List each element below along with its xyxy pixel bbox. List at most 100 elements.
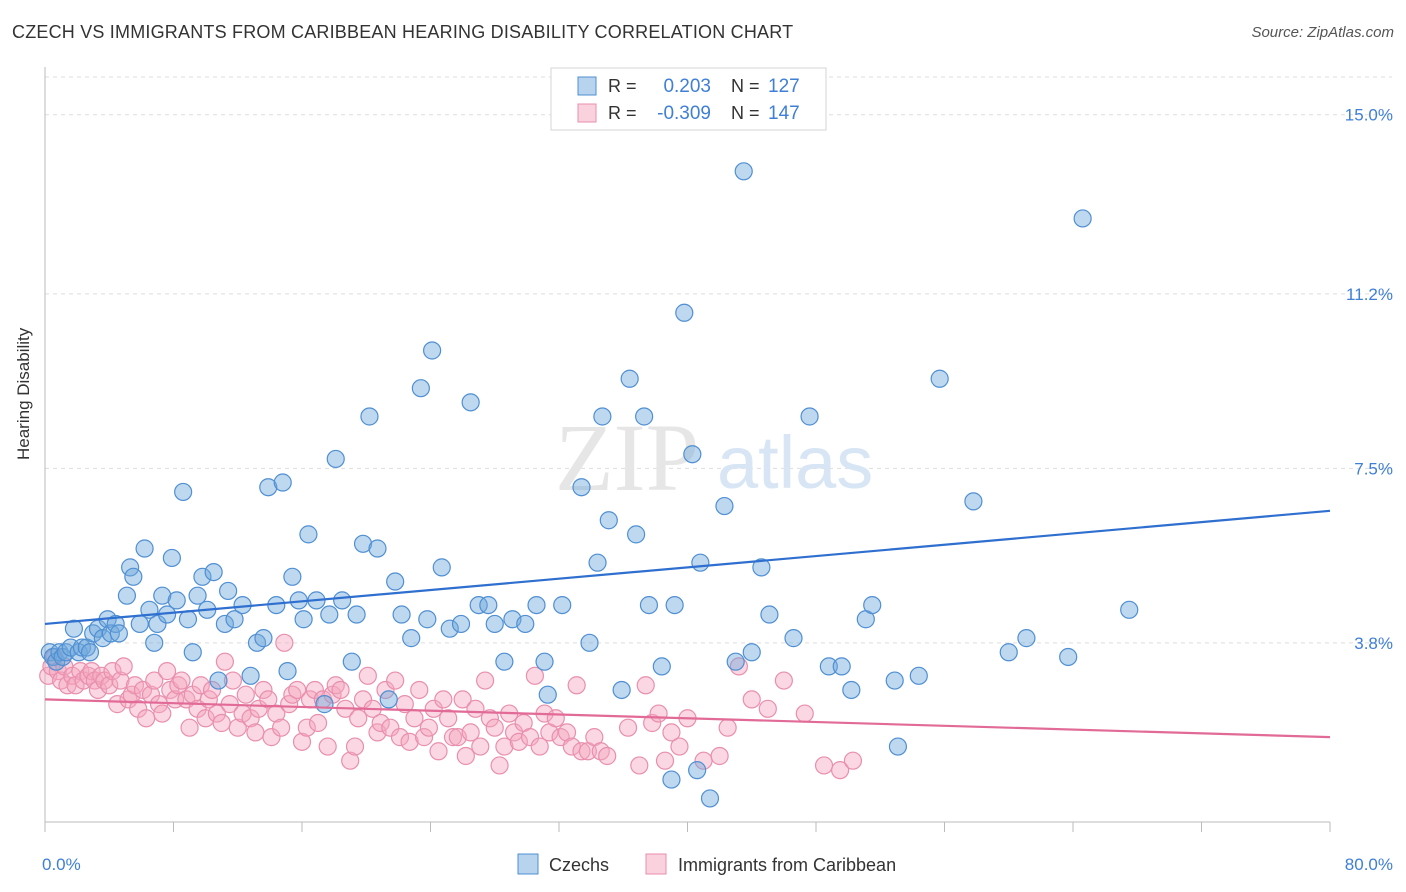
czechs-point-67 [402, 629, 421, 648]
czechs-point-18 [109, 624, 128, 643]
stats-n-value-czechs: 127 [768, 76, 800, 97]
caribbean-point-80 [358, 666, 377, 685]
czechs-point-106 [742, 643, 761, 662]
czechs-point-57 [326, 449, 345, 469]
stats-legend: R = 0.203 N = 127 R = -0.309 N = 147 [550, 67, 827, 131]
watermark-zip: ZIP [555, 404, 699, 511]
caribbean-point-144 [774, 671, 793, 690]
caribbean-point-91 [410, 680, 429, 700]
caribbean-point-59 [267, 704, 286, 723]
czechs-point-100 [688, 761, 707, 780]
czechs-point-33 [183, 643, 202, 662]
caribbean-point-146 [814, 756, 834, 775]
czechs-point-21 [124, 567, 143, 586]
caribbean-point-94 [424, 699, 443, 718]
caribbean-point-69 [308, 713, 328, 733]
caribbean-point-77 [345, 737, 365, 756]
czechs-point-64 [379, 690, 398, 709]
stats-r-label-czechs: R = [608, 76, 637, 96]
caribbean-point-107 [485, 718, 504, 737]
czechs-point-53 [299, 525, 318, 544]
czechs-point-91 [620, 369, 639, 388]
czechs-point-113 [842, 680, 861, 700]
caribbean-point-145 [795, 704, 814, 723]
caribbean-point-93 [419, 718, 438, 737]
caribbean-trend-line [44, 698, 1331, 739]
czechs-point-103 [715, 496, 734, 516]
czechs-point-32 [178, 610, 198, 629]
caribbean-point-116 [530, 737, 549, 756]
czechs-point-45 [254, 629, 273, 648]
axes [44, 67, 1331, 832]
czechs-point-69 [418, 610, 437, 629]
tick-labels: 3.8% 7.5% 11.2% 15.0% 0.0% 80.0% [42, 106, 1393, 874]
legend-label-czechs: Czechs [549, 855, 609, 875]
source-credit: Source: ZipAtlas.com [1251, 24, 1394, 41]
caribbean-point-32 [157, 662, 177, 681]
caribbean-point-66 [297, 718, 316, 737]
czechs-point-34 [188, 586, 207, 605]
caribbean-point-96 [434, 690, 453, 709]
legend-label-caribbean: Immigrants from Caribbean [678, 855, 896, 875]
czechs-point-123 [1059, 647, 1078, 667]
czechs-point-39 [215, 614, 234, 634]
legend-swatch-czechs [517, 853, 539, 875]
caribbean-point-112 [509, 732, 528, 751]
caribbean-point-139 [710, 746, 729, 766]
czechs-point-115 [863, 596, 882, 615]
caribbean-point-135 [662, 723, 681, 742]
x-tick-label-max: 80.0% [1345, 855, 1393, 874]
caribbean-point-49 [223, 671, 243, 690]
caribbean-point-140 [718, 718, 737, 737]
czechs-point-119 [930, 369, 949, 388]
czechs-point-75 [469, 596, 488, 615]
caribbean-point-31 [153, 704, 172, 723]
caribbean-point-21 [114, 657, 133, 676]
czechs-point-96 [662, 770, 681, 789]
stats-r-value-czechs: 0.203 [663, 76, 711, 97]
caribbean-point-92 [414, 728, 434, 747]
czechs-point-120 [964, 492, 983, 511]
czechs-point-66 [392, 605, 411, 624]
caribbean-point-89 [400, 732, 419, 751]
caribbean-point-106 [480, 709, 500, 728]
czechs-point-84 [553, 596, 572, 615]
czechs-point-68 [411, 379, 430, 398]
czechs-point-80 [516, 614, 535, 634]
caribbean-point-57 [259, 690, 278, 709]
caribbean-point-133 [649, 704, 668, 723]
czechs-point-83 [538, 685, 557, 704]
czechs-point-86 [580, 633, 599, 652]
caribbean-point-121 [557, 723, 577, 742]
czechs-point-98 [675, 303, 694, 322]
czechs-point-7 [64, 619, 84, 638]
caribbean-point-19 [108, 695, 127, 714]
stats-r-label-caribbean: R = [608, 103, 637, 123]
caribbean-point-124 [572, 742, 591, 761]
czechs-point-49 [278, 662, 297, 681]
caribbean-point-103 [466, 699, 485, 718]
czechs-point-73 [451, 614, 471, 634]
czechs-point-121 [999, 643, 1018, 662]
series-caribbean-points [39, 633, 863, 780]
caribbean-point-143 [758, 699, 777, 718]
czechs-point-40 [219, 581, 238, 601]
czechs-point-117 [888, 737, 908, 756]
czechs-point-74 [461, 393, 480, 412]
caribbean-point-41 [191, 676, 210, 695]
czechs-point-30 [167, 591, 186, 610]
czechs-point-89 [599, 511, 618, 530]
czechs-point-97 [665, 596, 684, 615]
czechs-point-31 [174, 482, 193, 502]
caribbean-point-104 [471, 737, 490, 756]
czechs-point-25 [145, 633, 164, 652]
caribbean-point-76 [341, 751, 360, 770]
czechs-point-29 [162, 548, 181, 568]
czechs-point-52 [294, 610, 313, 629]
caribbean-point-74 [331, 680, 350, 700]
caribbean-point-29 [145, 671, 164, 690]
czechs-point-93 [635, 407, 654, 426]
czechs-point-48 [273, 473, 292, 492]
czechs-point-72 [440, 619, 459, 638]
caribbean-point-78 [349, 709, 368, 728]
